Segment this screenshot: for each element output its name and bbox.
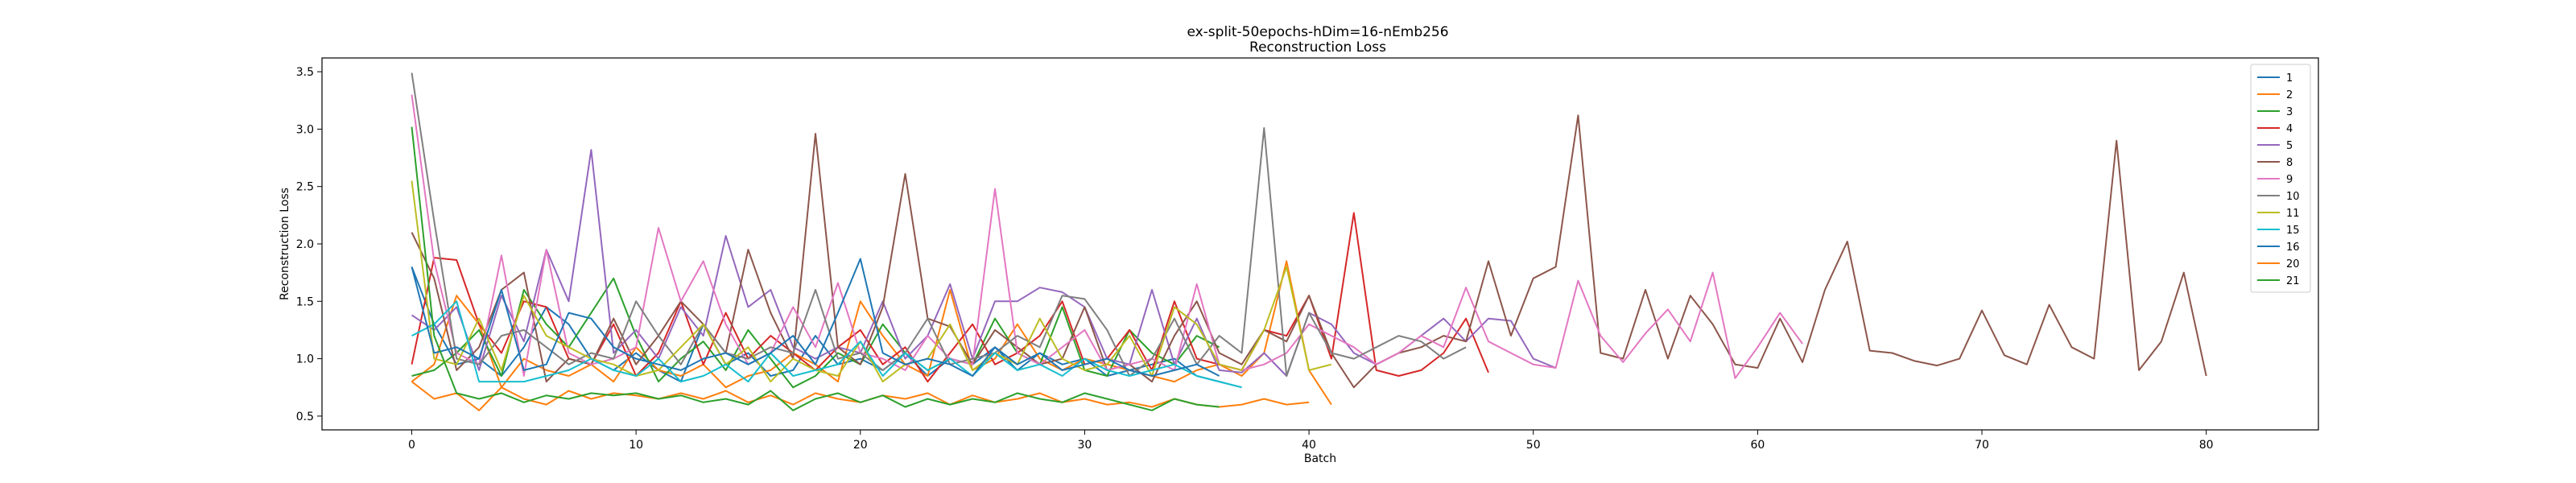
legend-label: 20 — [2286, 258, 2300, 270]
y-tick-label: 0.5 — [296, 411, 314, 423]
y-tick-label: 2.5 — [296, 181, 314, 194]
legend-label: 10 — [2286, 191, 2300, 203]
y-tick-label: 3.5 — [296, 66, 314, 79]
legend-label: 15 — [2286, 225, 2300, 237]
series-line-11 — [411, 180, 1332, 383]
legend-label: 3 — [2286, 106, 2293, 118]
legend-label: 21 — [2286, 275, 2300, 287]
legend-label: 11 — [2286, 208, 2300, 220]
plot-frame — [321, 57, 2319, 431]
x-tick-label: 70 — [1975, 439, 1989, 452]
x-tick-label: 60 — [1750, 439, 1765, 452]
series-lines — [411, 72, 2207, 411]
legend-label: 5 — [2286, 140, 2293, 152]
chart-subtitle: Reconstruction Loss — [1249, 39, 1386, 56]
y-axis: 0.5 1.0 1.5 2.0 2.5 3.0 3.5 — [296, 66, 322, 423]
series-line-9 — [411, 94, 1803, 379]
x-tick-label: 10 — [629, 439, 643, 452]
series-line-21 — [411, 126, 1220, 411]
legend-box — [2250, 64, 2311, 293]
y-tick-label: 2.0 — [296, 238, 314, 251]
series-line-1 — [411, 266, 1242, 389]
y-tick-label: 1.0 — [296, 353, 314, 366]
series-line-15 — [411, 300, 1242, 389]
series-line-4 — [411, 212, 1489, 383]
y-tick-label: 1.5 — [296, 295, 314, 308]
legend-label: 2 — [2286, 89, 2293, 101]
legend-label: 8 — [2286, 157, 2293, 169]
x-tick-label: 50 — [1526, 439, 1541, 452]
legend-label: 4 — [2286, 123, 2293, 135]
series-line-16 — [411, 258, 1220, 377]
chart-title: ex-split-50epochs-hDim=16-nEmb256 — [1187, 24, 1448, 40]
plot-area — [321, 57, 2319, 431]
legend-label: 1 — [2286, 72, 2293, 85]
x-axis: 0 10 20 30 40 50 60 70 80 — [408, 430, 2214, 452]
x-tick-label: 30 — [1078, 439, 1092, 452]
y-tick-label: 3.0 — [296, 123, 314, 136]
x-tick-label: 20 — [853, 439, 868, 452]
x-axis-label: Batch — [1304, 452, 1336, 465]
legend: 1 2 3 4 5 8 9 10 11 15 16 20 21 — [2250, 64, 2311, 293]
x-tick-label: 40 — [1302, 439, 1316, 452]
x-tick-label: 0 — [408, 439, 415, 452]
y-axis-label: Reconstruction Loss — [279, 188, 291, 300]
legend-label: 16 — [2286, 242, 2300, 254]
x-tick-label: 80 — [2199, 439, 2214, 452]
legend-label: 9 — [2286, 174, 2293, 186]
series-line-5 — [411, 149, 1556, 377]
series-line-2 — [411, 260, 1332, 406]
